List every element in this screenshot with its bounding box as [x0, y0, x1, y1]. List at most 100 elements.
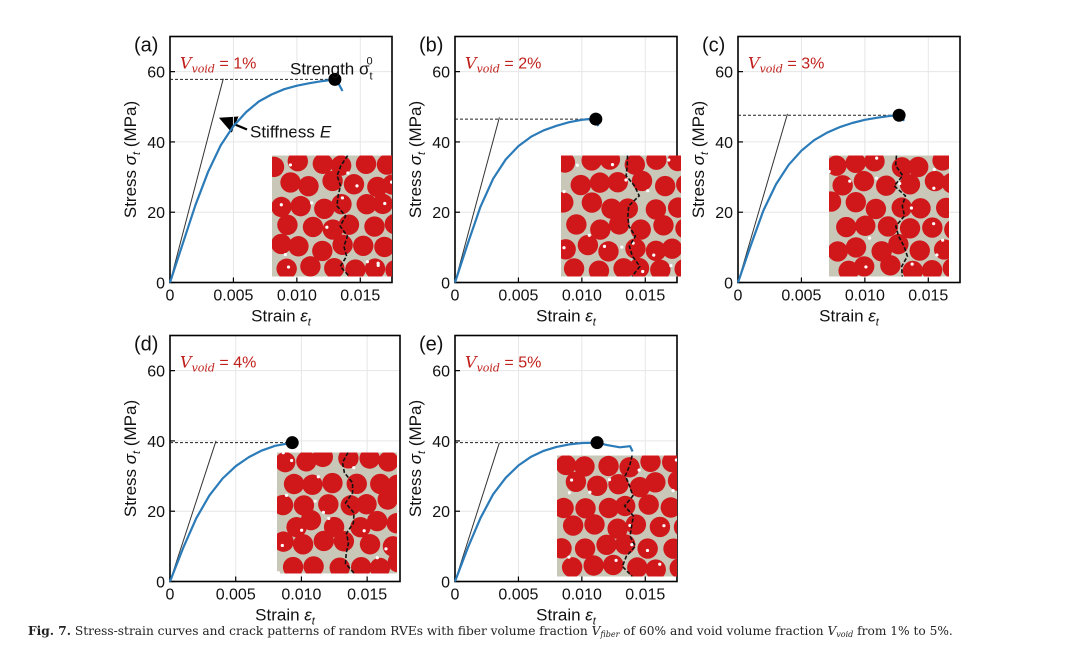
panel-label: (e)	[419, 334, 443, 356]
x-tick-label: 0.015	[625, 587, 665, 604]
fiber	[932, 155, 949, 171]
fiber	[829, 155, 847, 176]
fiber	[322, 219, 344, 240]
fiber	[836, 216, 857, 238]
y-tick-label: 20	[432, 205, 450, 222]
x-axis-label: Strain εt	[819, 307, 880, 329]
fiber	[374, 236, 392, 258]
plot-frame	[169, 334, 401, 583]
fiber	[384, 214, 392, 234]
fiber	[596, 534, 617, 555]
fiber	[561, 192, 574, 213]
fiber	[300, 256, 321, 277]
fiber	[338, 214, 360, 235]
fiber	[645, 240, 667, 262]
fiber	[667, 197, 681, 218]
fiber	[661, 455, 677, 473]
x-tick-label: 0.005	[781, 288, 821, 305]
fiber	[561, 557, 583, 577]
void	[898, 181, 902, 186]
fiber-group	[557, 455, 677, 577]
plot-frame	[737, 35, 961, 284]
vvoid-label: Vvoid = 4%	[180, 353, 256, 375]
strength-point	[285, 436, 299, 450]
fiber	[370, 473, 391, 495]
stiffness-line	[454, 117, 500, 283]
fiber	[888, 233, 909, 255]
fiber	[921, 259, 943, 277]
x-tick-label: 0.010	[277, 288, 317, 305]
void	[941, 238, 945, 242]
fiber	[367, 510, 388, 532]
fiber	[561, 239, 576, 260]
void	[674, 458, 677, 462]
fiber	[637, 538, 658, 559]
fiber-group	[561, 155, 681, 277]
fiber	[607, 171, 628, 193]
crack-pattern-inset	[272, 155, 392, 277]
crack-pattern-inset	[561, 155, 681, 277]
fiber	[877, 216, 899, 237]
fiber	[864, 155, 885, 172]
fiber	[332, 234, 353, 256]
fiber	[322, 472, 343, 494]
x-tick-label: 0.005	[498, 288, 538, 305]
fiber	[598, 497, 620, 519]
fiber	[607, 518, 628, 539]
fiber	[608, 474, 629, 495]
x-tick-label: 0	[734, 288, 743, 305]
void	[346, 171, 350, 175]
y-tick-label: 20	[432, 504, 450, 521]
fiber	[340, 495, 361, 516]
fiber	[356, 193, 377, 215]
vvoid-label: Vvoid = 2%	[465, 54, 541, 76]
fiber	[312, 155, 334, 174]
void	[316, 475, 320, 479]
fiber	[587, 475, 608, 496]
fiber	[625, 514, 647, 535]
fiber	[324, 257, 345, 277]
chart-panel-2: 0 0.005 0.010 0.015 0 20 40 60 Strain εt Stress σ…	[406, 35, 681, 329]
void	[607, 478, 612, 482]
fiber	[287, 155, 309, 172]
fiber	[377, 489, 397, 510]
void	[327, 516, 331, 521]
fiber	[272, 196, 292, 218]
fiber	[638, 494, 659, 515]
void	[286, 265, 291, 269]
strength-point	[590, 436, 604, 450]
void	[290, 458, 294, 463]
fiber	[329, 557, 350, 574]
y-tick-label: 40	[432, 135, 450, 152]
void	[610, 163, 615, 167]
fiber	[598, 455, 619, 477]
void	[575, 163, 579, 167]
void	[630, 542, 634, 547]
chart-panel-1: 0 0.005 0.010 0.015 0 20 40 60 Strain εt Stress σ…	[121, 35, 393, 329]
fiber	[331, 193, 352, 215]
void	[602, 244, 607, 248]
fiber	[561, 155, 576, 173]
y-tick-label: 20	[147, 205, 165, 222]
y-tick-label: 60	[432, 65, 450, 82]
panel-label: (c)	[702, 35, 725, 57]
x-axis-label: Strain εt	[536, 307, 597, 329]
fiber	[378, 452, 397, 472]
x-tick-label: 0.010	[281, 587, 321, 604]
fiber	[619, 457, 640, 478]
fiber	[629, 476, 651, 498]
fiber	[936, 197, 949, 219]
fiber	[944, 220, 949, 239]
x-tick-label: 0.015	[908, 288, 948, 305]
fiber	[364, 258, 386, 277]
fiber	[364, 216, 385, 237]
fiber	[557, 455, 577, 476]
void	[932, 222, 936, 226]
fiber	[922, 217, 943, 238]
fiber	[649, 516, 671, 538]
void	[383, 201, 387, 206]
void	[562, 246, 566, 250]
void	[313, 499, 317, 503]
void	[614, 558, 618, 562]
fiber-group	[277, 452, 397, 574]
